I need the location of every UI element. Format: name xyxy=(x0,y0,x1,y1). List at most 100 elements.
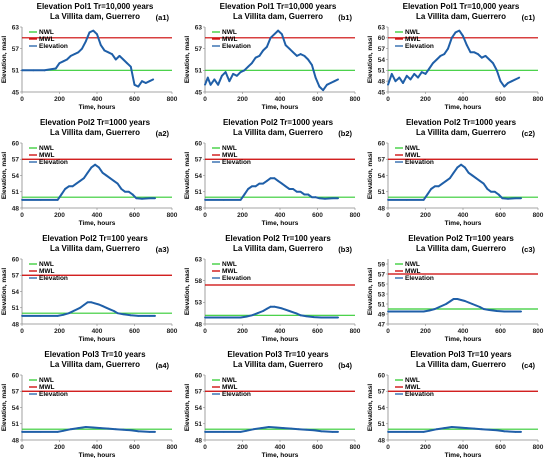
elevation-point xyxy=(107,51,110,54)
x-tick-label: 800 xyxy=(533,96,544,103)
y-axis-label: Elevation, masl xyxy=(1,36,8,84)
elevation-point xyxy=(428,309,431,312)
x-axis-label: Time, hours xyxy=(445,452,482,459)
x-tick-label: 800 xyxy=(167,212,178,219)
elevation-point xyxy=(131,193,134,196)
x-tick-label: 200 xyxy=(54,212,65,219)
elevation-point xyxy=(493,190,496,193)
elevation-point xyxy=(441,182,444,185)
chart-title: Elevation Pol2 Tr=1000 years xyxy=(40,118,151,127)
panel-tag: (a3) xyxy=(156,245,170,254)
legend-label: Elevation xyxy=(222,159,251,166)
elevation-point xyxy=(118,54,121,57)
x-tick-label: 800 xyxy=(167,328,178,335)
x-tick-label: 0 xyxy=(203,212,207,219)
elevation-point xyxy=(310,196,313,199)
x-tick-label: 400 xyxy=(458,328,469,335)
elevation-point xyxy=(245,429,248,432)
elevation-point xyxy=(307,58,310,61)
elevation-point xyxy=(322,89,325,92)
elevation-point xyxy=(299,314,302,317)
elevation-point xyxy=(295,190,298,193)
x-tick-label: 400 xyxy=(458,212,469,219)
panel-tag: (b4) xyxy=(338,361,352,370)
y-tick-label: 54 xyxy=(378,173,386,180)
legend-label: MWL xyxy=(39,152,55,159)
x-tick-label: 0 xyxy=(386,444,390,451)
elevation-point xyxy=(258,54,261,57)
elevation-point xyxy=(222,316,225,319)
y-axis-label: Elevation, masl xyxy=(1,152,8,200)
elevation-series-line xyxy=(388,426,522,433)
elevation-point xyxy=(269,36,272,39)
elevation-point xyxy=(67,185,70,188)
legend-label: Elevation xyxy=(222,275,251,282)
elevation-point xyxy=(284,308,287,311)
elevation-point xyxy=(67,312,70,315)
elevation-point xyxy=(473,427,476,430)
elevation-point xyxy=(103,49,106,52)
elevation-point xyxy=(81,47,83,50)
chart-subtitle: La Villita dam, Guerrero xyxy=(233,128,323,137)
y-tick-label: 55 xyxy=(378,281,386,288)
chart-title: Elevation Pol1 Tr=10,000 years xyxy=(403,2,520,11)
elevation-point xyxy=(405,74,408,77)
elevation-point xyxy=(488,58,491,61)
elevation-point xyxy=(235,74,238,77)
legend-label: MWL xyxy=(405,384,421,391)
chart-panel: Elevation Pol3 Tr=10 years La Villita dam… xyxy=(183,348,366,464)
elevation-point xyxy=(394,80,397,83)
elevation-point xyxy=(329,82,332,84)
y-tick-label: 51 xyxy=(378,301,386,308)
legend-label: Elevation xyxy=(39,159,68,166)
y-axis-label: Elevation, masl xyxy=(367,268,374,316)
y-tick-label: 60 xyxy=(195,372,203,379)
elevation-point xyxy=(224,71,227,74)
y-tick-label: 51 xyxy=(195,68,203,75)
elevation-point xyxy=(405,430,408,433)
y-tick-label: 51 xyxy=(12,189,20,196)
elevation-point xyxy=(398,76,401,79)
x-tick-label: 600 xyxy=(129,96,140,103)
panel-tag: (c3) xyxy=(522,245,536,254)
x-tick-label: 200 xyxy=(237,212,248,219)
y-tick-label: 57 xyxy=(12,273,20,280)
legend-label: NWL xyxy=(222,261,237,268)
elevation-point xyxy=(520,430,523,433)
elevation-point xyxy=(435,58,438,61)
elevation-point xyxy=(488,428,491,431)
x-tick-label: 0 xyxy=(20,444,24,451)
x-tick-label: 200 xyxy=(54,444,65,451)
elevation-point xyxy=(450,426,453,428)
elevation-point xyxy=(443,427,446,429)
elevation-point xyxy=(477,53,479,55)
elevation-point xyxy=(101,171,104,174)
x-tick-label: 800 xyxy=(350,96,361,103)
elevation-point xyxy=(495,429,498,432)
chart-panel: Elevation Pol2 Tr=1000 years La Villita d… xyxy=(366,116,549,232)
legend-label: MWL xyxy=(39,384,55,391)
y-tick-label: 51 xyxy=(195,421,203,428)
elevation-point xyxy=(112,180,115,182)
x-tick-label: 0 xyxy=(386,96,390,103)
elevation-point xyxy=(439,305,442,308)
elevation-point xyxy=(124,190,127,193)
elevation-point xyxy=(107,427,110,430)
elevation-point xyxy=(273,305,276,308)
x-axis-label: Time, hours xyxy=(262,336,299,343)
elevation-point xyxy=(217,83,220,86)
chart-title: Elevation Pol3 Tr=10 years xyxy=(227,350,329,359)
legend-label: NWL xyxy=(405,145,420,152)
y-tick-label: 45 xyxy=(195,89,203,96)
legend-label: NWL xyxy=(39,261,54,268)
y-tick-label: 57 xyxy=(378,389,386,396)
legend-label: MWL xyxy=(405,36,421,43)
elevation-point xyxy=(112,310,115,312)
chart-title: Elevation Pol2 Tr=100 years xyxy=(408,234,514,243)
elevation-point xyxy=(111,53,113,55)
elevation-point xyxy=(503,85,506,88)
legend-label: NWL xyxy=(405,261,420,268)
x-tick-label: 600 xyxy=(495,328,506,335)
